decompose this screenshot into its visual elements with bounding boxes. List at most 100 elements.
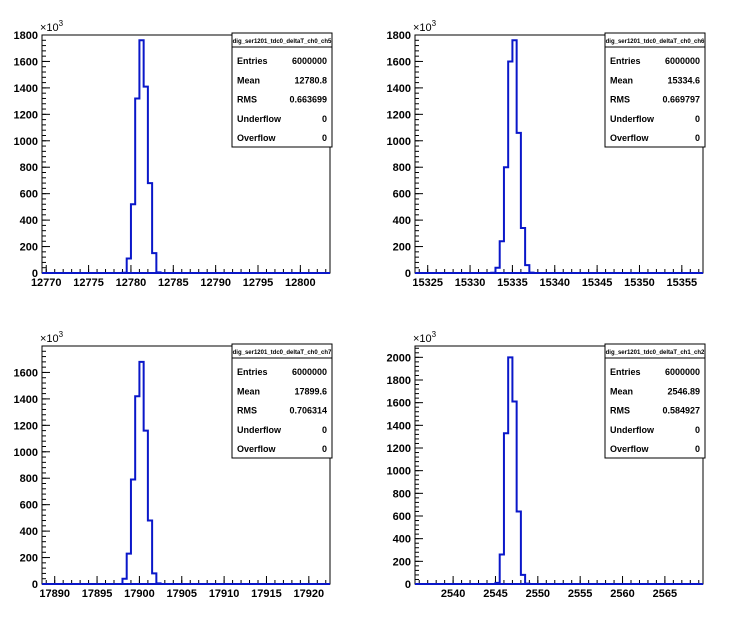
y-axis-exponent: ×103	[413, 19, 437, 34]
x-tick-label: 15345	[582, 277, 613, 289]
stats-value-overflow: 0	[322, 444, 327, 454]
x-tick-label: 12785	[158, 277, 189, 289]
x-tick-label: 15350	[624, 277, 655, 289]
stats-label-overflow: Overflow	[610, 133, 650, 143]
y-tick-label: 0	[405, 579, 411, 591]
y-tick-label: 1600	[387, 56, 411, 68]
y-tick-label: 400	[20, 526, 38, 538]
stats-label-rms: RMS	[610, 95, 630, 105]
stats-label-overflow: Overflow	[237, 133, 277, 143]
stats-value-mean: 15334.6	[667, 75, 700, 85]
x-tick-label: 2555	[568, 588, 592, 600]
y-tick-label: 400	[393, 215, 411, 227]
stats-label-underflow: Underflow	[610, 114, 655, 124]
stats-value-mean: 2546.89	[667, 386, 700, 396]
stats-title: dig_ser1201_tdc0_deltaT_ch0_ch6	[606, 39, 705, 45]
x-tick-label: 12775	[73, 277, 104, 289]
stats-label-mean: Mean	[237, 386, 260, 396]
x-tick-label: 17915	[251, 588, 282, 600]
stats-label-overflow: Overflow	[610, 444, 650, 454]
y-tick-label: 600	[20, 500, 38, 512]
histogram-line	[490, 39, 535, 274]
x-tick-label: 17920	[294, 588, 325, 600]
stats-value-underflow: 0	[695, 114, 700, 124]
y-tick-label: 600	[393, 189, 411, 201]
stats-value-underflow: 0	[322, 425, 327, 435]
y-tick-label: 1800	[14, 30, 38, 42]
stats-label-entries: Entries	[610, 56, 641, 66]
stats-label-underflow: Underflow	[237, 425, 282, 435]
y-tick-label: 1000	[14, 136, 38, 148]
y-tick-label: 0	[405, 268, 411, 280]
histogram-svg-ch0-ch7: 0 200 400 600 800 1000 1200 1400 1600 17890 17895 1…	[14, 330, 333, 600]
stats-box	[231, 343, 333, 459]
y-tick-label: 1400	[387, 420, 411, 432]
y-tick-label: 1600	[387, 398, 411, 410]
y-tick-label: 0	[32, 268, 38, 280]
y-tick-label: 1200	[14, 109, 38, 121]
stats-label-mean: Mean	[610, 75, 633, 85]
x-tick-label: 12780	[116, 277, 147, 289]
y-tick-label: 1200	[14, 420, 38, 432]
stats-box	[231, 32, 333, 148]
stats-value-mean: 17899.6	[294, 386, 327, 396]
stats-value-mean: 12780.8	[294, 75, 327, 85]
stats-value-rms: 0.706314	[289, 406, 327, 416]
x-tick-label: 17895	[82, 588, 113, 600]
stats-label-rms: RMS	[610, 406, 630, 416]
y-axis-exponent: ×103	[40, 330, 64, 345]
histogram-pad-ch0-ch7: 0 200 400 600 800 1000 1200 1400 1600 17890 17895 1…	[0, 311, 373, 622]
y-tick-label: 800	[20, 473, 38, 485]
y-tick-label: 1400	[387, 83, 411, 95]
stats-value-entries: 6000000	[665, 367, 700, 377]
x-tick-label: 12790	[200, 277, 231, 289]
stats-label-overflow: Overflow	[237, 444, 277, 454]
y-tick-label: 2000	[387, 352, 411, 364]
stats-label-entries: Entries	[237, 56, 268, 66]
y-tick-label: 800	[393, 488, 411, 500]
histogram-svg-ch0-ch6: 0 200 400 600 800 1000 1200 1400 1600 1800 15325 15…	[387, 19, 706, 289]
y-tick-label: 200	[20, 553, 38, 565]
histogram-svg-ch0-ch5: 0 200 400 600 800 1000 1200 1400 1600 1800 12770 12…	[14, 19, 333, 289]
stats-label-underflow: Underflow	[610, 425, 655, 435]
stats-value-overflow: 0	[695, 444, 700, 454]
stats-label-entries: Entries	[237, 367, 268, 377]
y-axis-exponent: ×103	[40, 19, 64, 34]
histogram-line	[121, 39, 162, 274]
y-tick-label: 800	[393, 162, 411, 174]
stats-label-mean: Mean	[610, 386, 633, 396]
histogram-pad-ch1-ch2: 0 200 400 600 800 1000 1200 1400 1600 1800 2000 254…	[373, 311, 746, 622]
y-tick-label: 400	[20, 215, 38, 227]
stats-label-entries: Entries	[610, 367, 641, 377]
histogram-pad-ch0-ch6: 0 200 400 600 800 1000 1200 1400 1600 1800 15325 15…	[373, 0, 746, 311]
histogram-line	[494, 356, 531, 585]
stats-label-rms: RMS	[237, 95, 257, 105]
x-tick-label: 2560	[610, 588, 634, 600]
x-tick-label: 17900	[124, 588, 155, 600]
x-tick-label: 2540	[441, 588, 465, 600]
y-tick-label: 1600	[14, 367, 38, 379]
y-tick-label: 1000	[387, 466, 411, 478]
x-tick-label: 12770	[31, 277, 62, 289]
stats-title: dig_ser1201_tdc0_deltaT_ch1_ch2	[606, 350, 705, 356]
y-tick-label: 200	[393, 556, 411, 568]
stats-label-rms: RMS	[237, 406, 257, 416]
stats-value-underflow: 0	[322, 114, 327, 124]
y-tick-label: 1400	[14, 83, 38, 95]
x-tick-label: 17890	[39, 588, 70, 600]
histogram-svg-ch1-ch2: 0 200 400 600 800 1000 1200 1400 1600 1800 2000 254…	[387, 330, 706, 600]
stats-value-underflow: 0	[695, 425, 700, 435]
y-tick-label: 1600	[14, 56, 38, 68]
stats-value-rms: 0.669797	[662, 95, 700, 105]
stats-value-rms: 0.663699	[289, 95, 327, 105]
y-tick-label: 0	[32, 579, 38, 591]
histogram-pad-ch0-ch5: 0 200 400 600 800 1000 1200 1400 1600 1800 12770 12…	[0, 0, 373, 311]
stats-box	[604, 343, 706, 459]
stats-value-overflow: 0	[695, 133, 700, 143]
y-axis-exponent: ×103	[413, 330, 437, 345]
x-tick-label: 15340	[539, 277, 570, 289]
x-tick-label: 17905	[166, 588, 197, 600]
stats-label-underflow: Underflow	[237, 114, 282, 124]
x-tick-label: 15335	[497, 277, 528, 289]
